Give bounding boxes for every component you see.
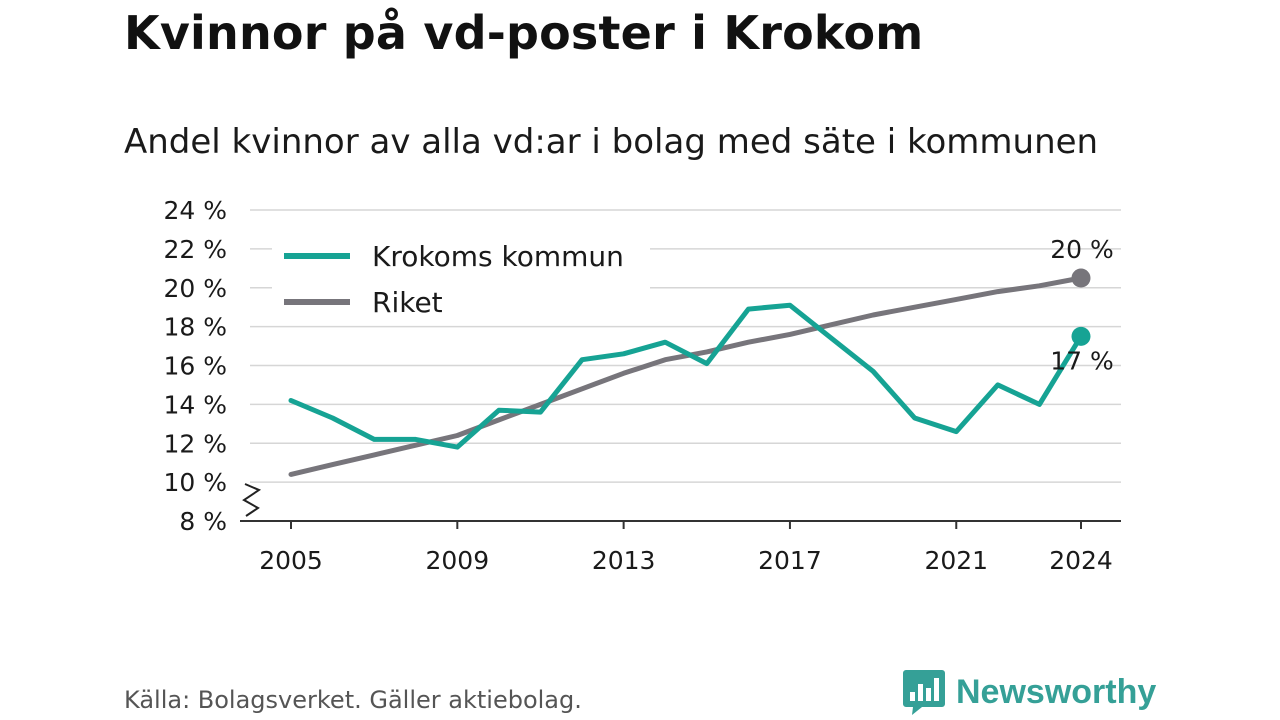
x-tick-label: 2005 (259, 546, 323, 575)
legend-background (272, 232, 650, 324)
x-tick-label: 2009 (426, 546, 490, 575)
source-note: Källa: Bolagsverket. Gäller aktiebolag. (124, 686, 582, 714)
x-tick-label: 2017 (758, 546, 822, 575)
end-label-krokom: 17 % (1050, 346, 1114, 375)
y-tick-label: 24 % (163, 196, 227, 225)
series-line-krokom (288, 302, 1084, 450)
legend-label: Krokoms kommun (372, 240, 624, 273)
end-label-riket: 20 % (1050, 235, 1114, 264)
x-tick-label: 2013 (592, 546, 656, 575)
y-tick-label: 12 % (163, 429, 227, 458)
brand-name: Newsworthy (956, 672, 1157, 711)
end-labels: 20 % 17 % (1050, 235, 1114, 375)
y-tick-label: 14 % (163, 390, 227, 419)
axis-break-icon (242, 483, 262, 517)
x-tick-label: 2024 (1049, 546, 1113, 575)
end-point-riket (1071, 268, 1091, 288)
y-tick-label: 8 % (179, 507, 227, 536)
chart-title: Kvinnor på vd-poster i Krokom (124, 6, 924, 60)
bar-chart-speech-bubble-icon (903, 670, 945, 715)
y-tick-label: 10 % (163, 468, 227, 497)
series-line-riket (288, 275, 1084, 477)
y-tick-label: 16 % (163, 352, 227, 381)
brand-logo: Newsworthy (902, 668, 1156, 716)
axes: 8 % 10 % 12 % 14 % 16 % 18 % 20 % 22 % 24 % 2005 2… (163, 196, 1121, 575)
x-tick-label: 2021 (924, 546, 988, 575)
y-tick-label: 20 % (163, 274, 227, 303)
series-lines (288, 268, 1091, 477)
y-tick-label: 18 % (163, 313, 227, 342)
end-point-krokom (1071, 326, 1091, 346)
chart-subtitle: Andel kvinnor av alla vd:ar i bolag med … (124, 122, 1099, 162)
legend: Krokoms kommun Riket (272, 232, 650, 324)
legend-label: Riket (372, 286, 443, 319)
y-tick-label: 22 % (163, 235, 227, 264)
